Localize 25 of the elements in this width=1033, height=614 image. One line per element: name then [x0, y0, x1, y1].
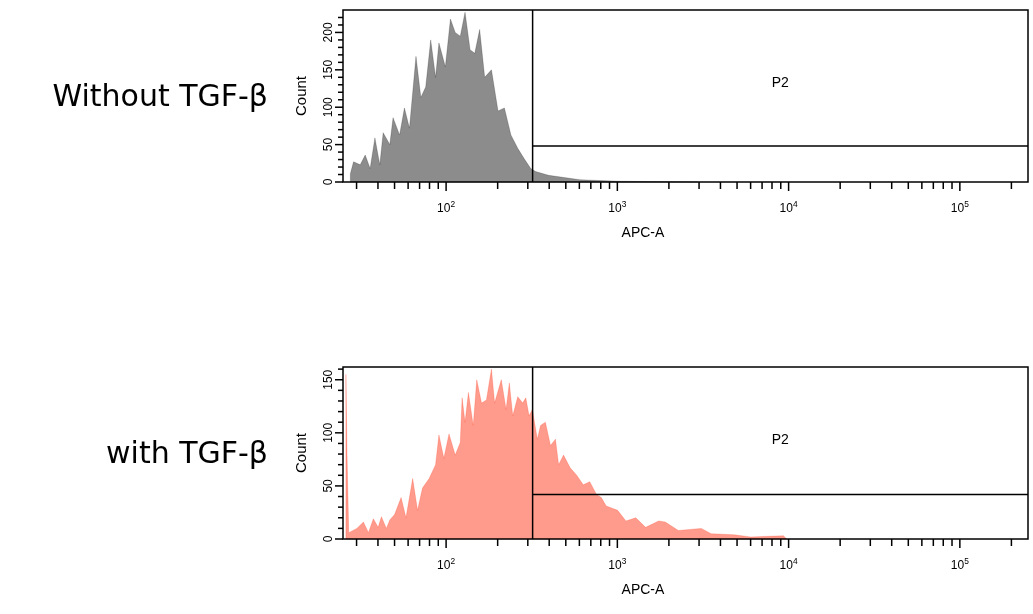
- x-tick-label: 10$^{5}$: [950, 556, 970, 572]
- x-tick-label: 10$^{4}$: [779, 556, 798, 572]
- y-axis-title: Count: [292, 75, 309, 117]
- y-tick-label: 150: [321, 59, 335, 80]
- x-axis-title: APC-A: [621, 581, 666, 597]
- y-tick-label: 150: [321, 369, 335, 390]
- text: with TGF-β: [106, 435, 268, 470]
- x-tick-label: 10$^{3}$: [608, 199, 627, 215]
- y-tick-label: 0: [321, 178, 335, 186]
- text: Without TGF-β: [52, 78, 268, 113]
- y-tick-label: 0: [321, 535, 335, 543]
- y-tick-label: 100: [321, 96, 335, 118]
- y-tick-label: 50: [321, 478, 335, 493]
- x-tick-label: 10$^{3}$: [608, 556, 627, 572]
- x-tick-label: 10$^{2}$: [437, 199, 456, 215]
- x-tick-label: 10$^{2}$: [437, 556, 456, 572]
- ref-line-label: P2: [771, 431, 790, 448]
- y-tick-label: 100: [321, 422, 335, 443]
- y-tick-label: 50: [321, 137, 335, 152]
- y-axis-title: Count: [292, 432, 309, 474]
- y-tick-label: 200: [321, 22, 335, 43]
- x-tick-label: 10$^{4}$: [779, 199, 798, 215]
- x-axis-title: APC-A: [621, 224, 666, 240]
- ref-line-label: P2: [771, 74, 790, 91]
- x-tick-label: 10$^{5}$: [950, 199, 970, 215]
